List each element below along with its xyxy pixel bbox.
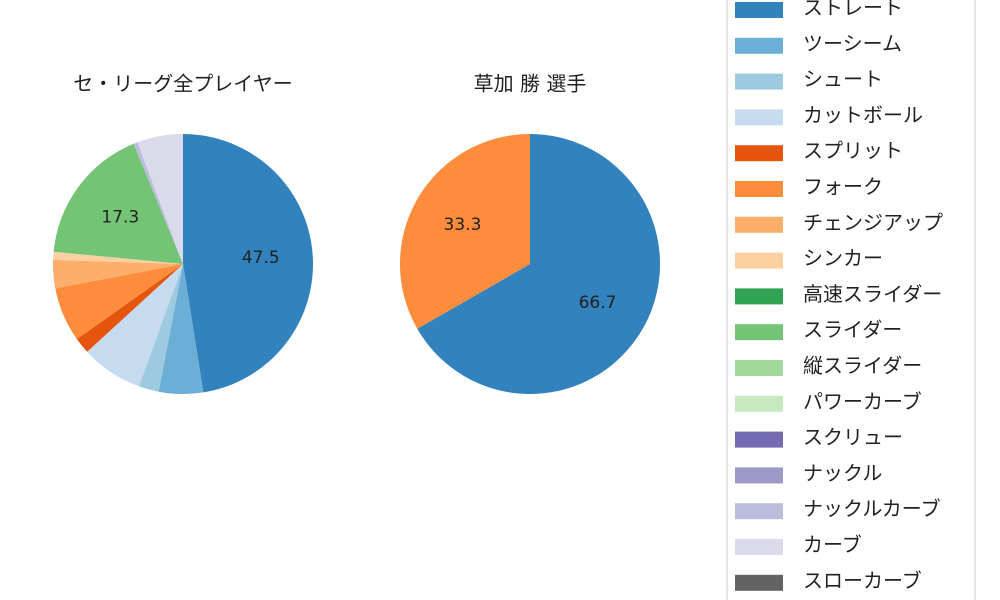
legend-label: カーブ (803, 533, 862, 557)
legend-swatch (735, 252, 783, 269)
legend-label: スクリュー (803, 425, 903, 449)
legend-label: ナックルカーブ (803, 497, 941, 521)
legend-label: ナックル (803, 461, 882, 485)
pie-slice (87, 264, 183, 387)
value-label: 17.3 (101, 208, 139, 228)
legend-swatch (735, 2, 783, 18)
legend-swatch (735, 73, 783, 90)
legend-swatch (735, 539, 783, 555)
legend-swatch (735, 395, 783, 412)
legend-swatch (735, 288, 783, 305)
legend-swatch (735, 145, 783, 162)
legend-swatch (735, 467, 783, 484)
legend-label: チェンジアップ (803, 210, 943, 234)
legend-label: スローカーブ (803, 568, 922, 592)
value-label: 47.5 (242, 248, 280, 268)
legend-swatch (735, 431, 783, 448)
legend-label: スライダー (803, 318, 902, 342)
pie-slice (138, 264, 183, 392)
legend-label: ストレート (803, 0, 903, 20)
legend-label: フォーク (803, 175, 883, 199)
pie-slice (53, 143, 183, 264)
pie-slice (400, 133, 531, 329)
legend-label: シュート (803, 67, 883, 91)
legend-swatch (735, 216, 783, 233)
legend-label: スプリット (803, 139, 903, 163)
legend-label: シンカー (803, 246, 883, 270)
chart-title: 草加 勝 選手 (474, 72, 587, 96)
legend-label: カットボール (803, 103, 923, 127)
pie-slice (133, 142, 183, 264)
legend-swatch (735, 360, 783, 376)
legend-swatch (735, 324, 783, 341)
pie-slice (53, 259, 183, 289)
pie-slice (417, 134, 661, 394)
pie-slice (158, 264, 204, 394)
value-label: 66.7 (579, 293, 617, 313)
legend-label: ツーシーム (803, 31, 902, 55)
legend-swatch (735, 109, 783, 126)
pie-slice (183, 134, 313, 393)
pie-slice (53, 251, 183, 264)
legend-swatch (735, 574, 783, 591)
pie-slice (76, 264, 183, 352)
legend-swatch (735, 37, 783, 54)
pie-slice (137, 134, 183, 264)
legend-box (726, 0, 976, 600)
legend-swatch (735, 181, 783, 197)
value-label: 33.3 (444, 215, 482, 235)
chart-title: セ・リーグ全プレイヤー (73, 72, 292, 96)
legend-swatch (735, 503, 783, 520)
legend-label: パワーカーブ (803, 389, 922, 413)
pie-slice (55, 264, 183, 340)
legend-label: 高速スライダー (803, 282, 942, 306)
legend-label: 縦スライダー (803, 354, 922, 378)
